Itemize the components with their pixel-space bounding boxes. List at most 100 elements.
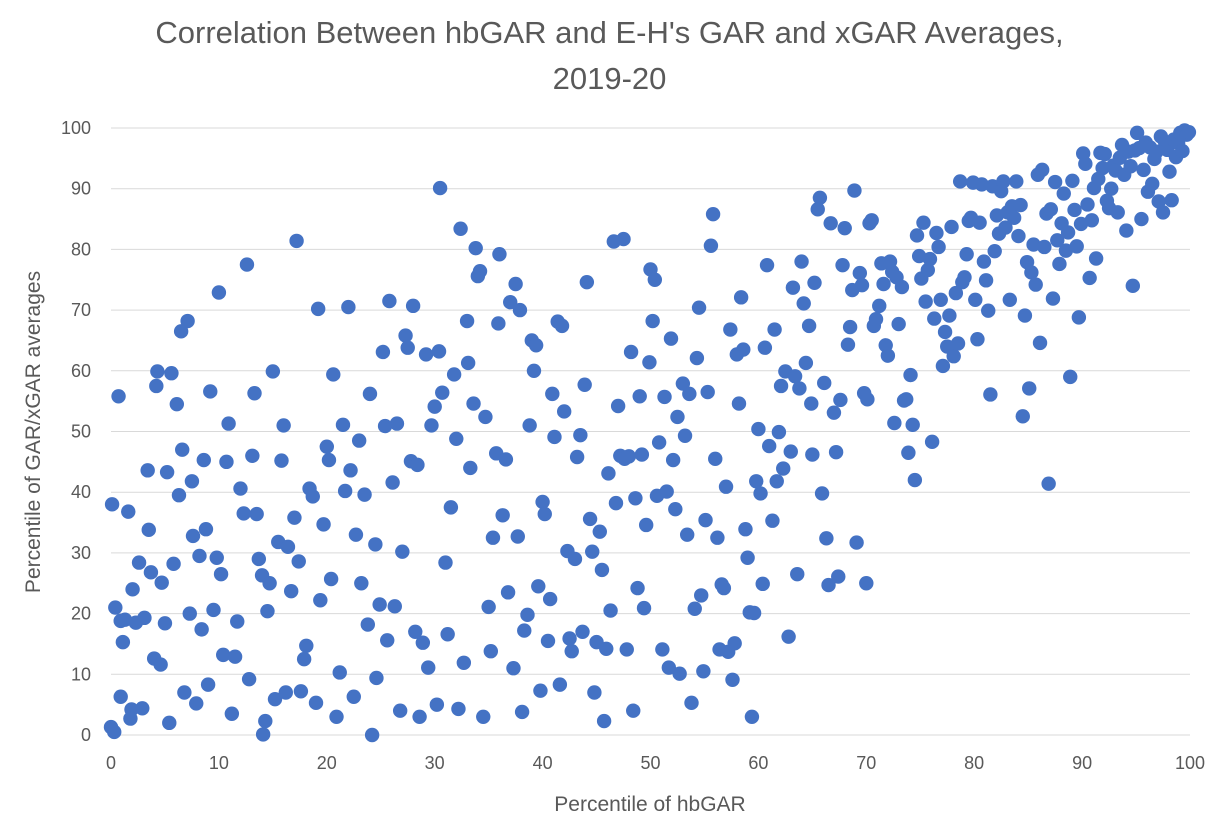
data-point [819,531,834,546]
data-point [230,614,245,629]
data-point [599,641,614,657]
data-point [1071,310,1087,325]
data-point [287,510,302,525]
data-point [440,627,455,642]
data-point [449,431,464,446]
data-point [736,342,751,357]
data-point [978,273,994,288]
data-point [1175,143,1190,159]
data-point [514,704,530,720]
data-point [459,313,475,329]
data-point [262,576,277,591]
data-point [258,713,273,729]
data-point [684,695,699,711]
data-point [901,445,916,460]
data-point [1155,205,1171,220]
data-point [472,264,488,279]
x-tick-label: 80 [964,753,984,773]
data-point [468,240,483,256]
data-point [573,427,588,443]
data-point [265,364,281,379]
data-point [1134,211,1149,227]
data-point [1125,278,1141,294]
data-point [807,275,822,290]
data-point [500,585,516,600]
data-point [432,180,448,196]
data-point [942,308,957,323]
data-point [916,215,931,230]
data-point [1065,173,1080,189]
data-point [483,644,499,659]
data-point [691,300,707,315]
data-point [206,602,221,618]
data-point [503,295,518,310]
data-point [755,576,770,592]
data-point [718,479,734,494]
data-point [849,535,864,550]
data-point [918,294,933,309]
data-point [833,392,848,408]
data-point [931,239,946,255]
data-point [946,349,961,364]
data-point [859,576,874,591]
data-point [937,324,953,340]
data-point [610,398,626,414]
data-point [592,524,607,539]
data-point [771,424,787,440]
data-point [804,396,819,411]
data-point [672,666,687,681]
data-point [481,599,496,615]
y-tick-label: 80 [71,239,91,259]
data-point [438,555,453,570]
data-point [891,316,906,332]
data-point [1037,239,1052,255]
data-point [1110,205,1125,220]
data-point [337,483,353,499]
data-point [512,302,528,318]
data-point [313,593,328,608]
data-point [696,664,711,679]
data-point [608,495,624,511]
data-point [847,183,862,198]
y-tick-label: 70 [71,300,91,320]
data-point [1091,171,1106,187]
data-point [749,474,764,489]
y-axis-ticks: 0 10 20 30 40 50 60 70 80 90 100 [61,118,91,745]
data-point [283,583,299,599]
data-point [1069,239,1084,254]
data-point [854,278,870,293]
data-point [209,550,224,565]
data-point [1078,156,1093,172]
data-point [1011,228,1026,244]
data-point [157,616,173,631]
data-point [1164,193,1179,208]
data-point [443,500,459,515]
data-point [542,591,558,607]
data-point [642,355,657,370]
data-point [894,279,910,295]
data-point [740,550,755,565]
data-point [1006,210,1022,226]
data-point [533,683,548,698]
data-point [868,312,884,327]
data-point [645,313,660,329]
data-point [316,517,331,532]
data-point [233,481,248,496]
data-point [121,504,136,519]
data-point [392,703,408,718]
data-point [983,387,998,402]
data-point [216,647,231,663]
data-point [661,660,677,675]
data-point [1104,181,1119,196]
data-point [1067,202,1082,218]
data-point [107,724,122,740]
data-point [1095,160,1110,176]
x-tick-label: 10 [209,753,229,773]
data-point [794,254,809,269]
data-point [577,377,592,392]
data-point [460,355,476,371]
data-point [545,386,560,402]
chart-title: Correlation Between hbGAR and E-H's GAR … [0,10,1219,102]
data-point [508,276,523,292]
data-point [679,527,695,542]
